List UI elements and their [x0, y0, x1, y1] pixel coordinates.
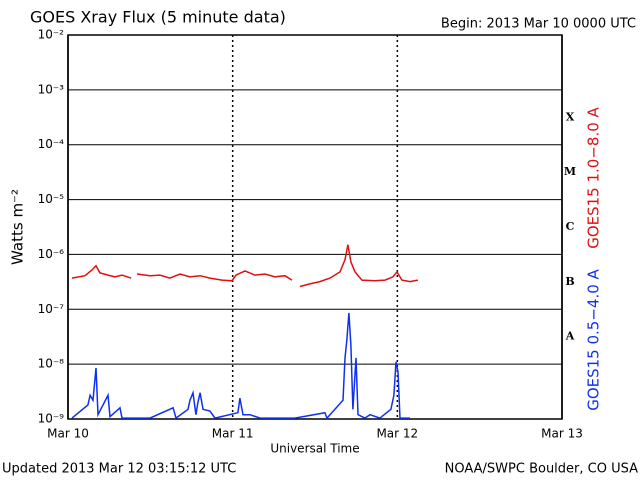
y-axis-label: Watts m⁻² [9, 189, 27, 265]
legend-entry: GOES15 0.5−4.0 A [585, 268, 603, 410]
x-axis-label: Universal Time [270, 442, 359, 456]
flare-class-label: M [564, 165, 576, 178]
x-tick-label: Mar 11 [212, 427, 254, 441]
chart-title: GOES Xray Flux (5 minute data) [30, 8, 286, 27]
y-tick-label: 10⁻⁸ [38, 357, 65, 371]
x-tick-label: Mar 13 [541, 427, 583, 441]
x-tick-label: Mar 10 [47, 427, 89, 441]
y-tick-label: 10⁻⁷ [38, 302, 65, 316]
series-line [71, 264, 132, 279]
y-tick-label: 10⁻⁹ [38, 412, 65, 426]
y-tick-label: 10⁻⁶ [38, 247, 65, 261]
flare-class-label: A [565, 330, 575, 343]
footer-right: NOAA/SWPC Boulder, CO USA [445, 462, 638, 477]
footer-left: Updated 2013 Mar 12 03:15:12 UTC [2, 462, 236, 477]
plot-frame [67, 34, 563, 420]
series-line [71, 312, 410, 420]
series-line [136, 270, 293, 282]
x-tick-label: Mar 12 [376, 427, 418, 441]
y-tick-label: 10⁻⁵ [38, 192, 65, 206]
legend-entry: GOES15 1.0−8.0 A [585, 106, 603, 248]
chart-subtitle: Begin: 2013 Mar 10 0000 UTC [441, 17, 636, 32]
flare-class-label: B [565, 275, 574, 288]
flare-class-label: X [566, 110, 575, 123]
y-tick-label: 10⁻⁴ [38, 137, 65, 151]
series-line [299, 244, 419, 288]
flare-class-label: C [566, 220, 575, 233]
y-tick-label: 10⁻² [38, 28, 65, 42]
y-tick-label: 10⁻³ [38, 82, 65, 96]
